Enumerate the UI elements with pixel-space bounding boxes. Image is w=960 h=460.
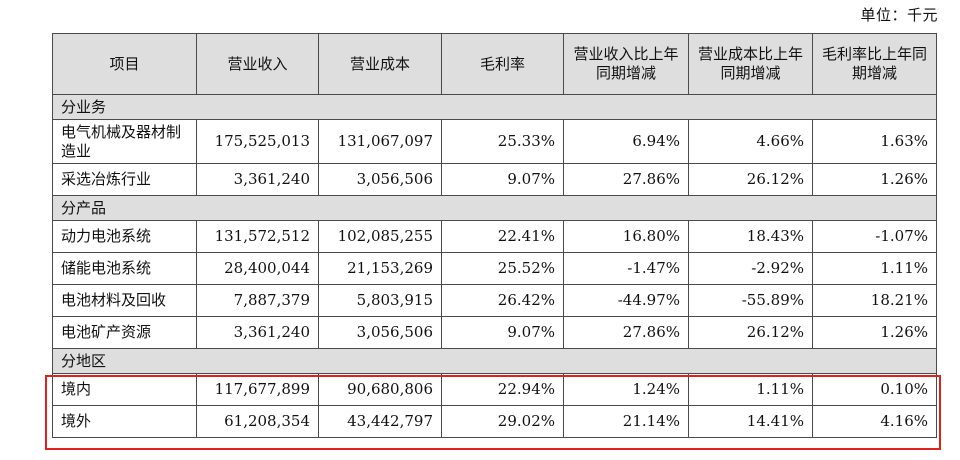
table-row: 储能电池系统 28,400,044 21,153,269 25.52% -1.4… — [52, 252, 937, 285]
row-revenue-change: 1.24% — [563, 373, 689, 406]
row-margin-change: 1.63% — [812, 119, 937, 164]
row-margin: 29.02% — [441, 405, 564, 438]
row-revenue: 61,208,354 — [196, 405, 319, 438]
row-cost: 21,153,269 — [318, 252, 442, 285]
row-cost-change: 4.66% — [688, 119, 813, 164]
row-cost: 5,803,915 — [318, 284, 442, 317]
table-row: 电池矿产资源 3,361,240 3,056,506 9.07% 27.86% … — [52, 316, 937, 349]
row-cost: 3,056,506 — [318, 316, 442, 349]
row-cost-change: 14.41% — [688, 405, 813, 438]
row-item: 境外 — [52, 405, 197, 438]
row-margin-change: 0.10% — [812, 373, 937, 406]
header-row: 项目 营业收入 营业成本 毛利率 营业收入比上年同期增减 营业成本比上年同期增减… — [52, 33, 937, 95]
row-revenue: 117,677,899 — [196, 373, 319, 406]
row-revenue-change: 16.80% — [563, 220, 689, 253]
row-item: 电池矿产资源 — [52, 316, 197, 349]
row-cost-change: 26.12% — [688, 316, 813, 349]
row-margin: 26.42% — [441, 284, 564, 317]
row-revenue: 175,525,013 — [196, 119, 319, 164]
row-margin-change: 4.16% — [812, 405, 937, 438]
header-margin-change: 毛利率比上年同期增减 — [812, 33, 937, 95]
section-title: 分产品 — [52, 195, 937, 221]
row-margin-change: 1.26% — [812, 163, 937, 196]
row-margin: 9.07% — [441, 163, 564, 196]
row-margin: 9.07% — [441, 316, 564, 349]
table-row: 采选冶炼行业 3,361,240 3,056,506 9.07% 27.86% … — [52, 163, 937, 196]
row-revenue: 3,361,240 — [196, 163, 319, 196]
row-item: 动力电池系统 — [52, 220, 197, 253]
row-cost: 3,056,506 — [318, 163, 442, 196]
section-row-region: 分地区 — [52, 348, 937, 374]
section-title: 分地区 — [52, 348, 937, 374]
section-title: 分业务 — [52, 94, 937, 120]
row-cost: 43,442,797 — [318, 405, 442, 438]
row-cost: 102,085,255 — [318, 220, 442, 253]
row-revenue: 28,400,044 — [196, 252, 319, 285]
row-margin-change: 1.11% — [812, 252, 937, 285]
header-revenue-change: 营业收入比上年同期增减 — [563, 33, 689, 95]
row-cost-change: -2.92% — [688, 252, 813, 285]
row-cost-change: -55.89% — [688, 284, 813, 317]
row-cost-change: 26.12% — [688, 163, 813, 196]
row-item: 电气机械及器材制造业 — [52, 119, 197, 164]
row-margin-change: -1.07% — [812, 220, 937, 253]
row-margin: 25.33% — [441, 119, 564, 164]
header-item: 项目 — [52, 33, 197, 95]
row-item: 采选冶炼行业 — [52, 163, 197, 196]
row-revenue-change: 6.94% — [563, 119, 689, 164]
table-row: 电气机械及器材制造业 175,525,013 131,067,097 25.33… — [52, 119, 937, 164]
row-revenue-change: 27.86% — [563, 316, 689, 349]
row-margin-change: 18.21% — [812, 284, 937, 317]
row-item: 储能电池系统 — [52, 252, 197, 285]
table-row: 境外 61,208,354 43,442,797 29.02% 21.14% 1… — [52, 405, 937, 438]
header-revenue: 营业收入 — [196, 33, 319, 95]
row-margin: 25.52% — [441, 252, 564, 285]
row-cost-change: 18.43% — [688, 220, 813, 253]
row-item: 境内 — [52, 373, 197, 406]
section-row-business: 分业务 — [52, 94, 937, 120]
row-revenue: 7,887,379 — [196, 284, 319, 317]
row-revenue: 131,572,512 — [196, 220, 319, 253]
row-margin: 22.94% — [441, 373, 564, 406]
header-margin: 毛利率 — [441, 33, 564, 95]
financial-table: 项目 营业收入 营业成本 毛利率 营业收入比上年同期增减 营业成本比上年同期增减… — [52, 33, 937, 438]
row-cost: 131,067,097 — [318, 119, 442, 164]
table-row: 动力电池系统 131,572,512 102,085,255 22.41% 16… — [52, 220, 937, 253]
row-margin: 22.41% — [441, 220, 564, 253]
row-revenue-change: -44.97% — [563, 284, 689, 317]
row-revenue-change: 27.86% — [563, 163, 689, 196]
table-row: 电池材料及回收 7,887,379 5,803,915 26.42% -44.9… — [52, 284, 937, 317]
row-revenue-change: -1.47% — [563, 252, 689, 285]
row-cost-change: 1.11% — [688, 373, 813, 406]
unit-label: 单位：千元 — [860, 6, 938, 24]
header-cost: 营业成本 — [318, 33, 442, 95]
row-revenue-change: 21.14% — [563, 405, 689, 438]
row-revenue: 3,361,240 — [196, 316, 319, 349]
row-item: 电池材料及回收 — [52, 284, 197, 317]
row-margin-change: 1.26% — [812, 316, 937, 349]
row-cost: 90,680,806 — [318, 373, 442, 406]
table-row: 境内 117,677,899 90,680,806 22.94% 1.24% 1… — [52, 373, 937, 406]
header-cost-change: 营业成本比上年同期增减 — [688, 33, 813, 95]
section-row-product: 分产品 — [52, 195, 937, 221]
